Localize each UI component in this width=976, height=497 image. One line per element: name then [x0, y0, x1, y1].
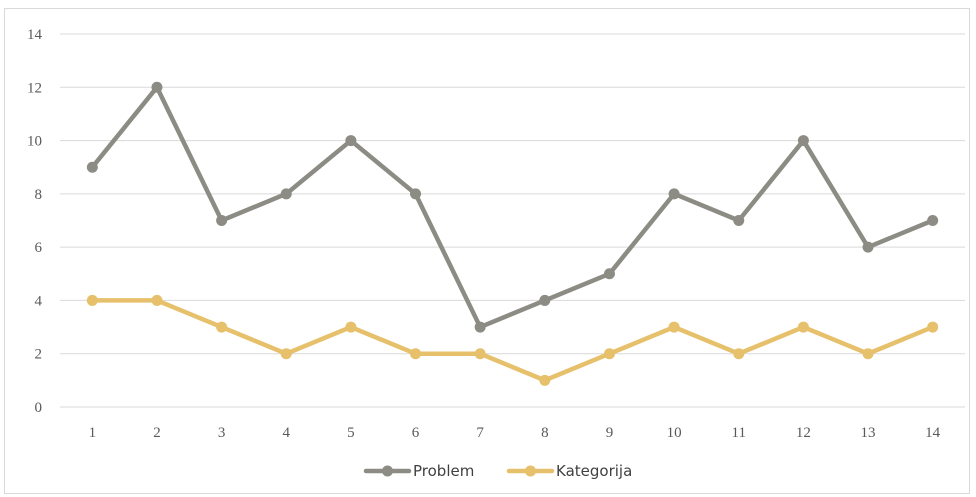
series-kategorija: [86, 294, 939, 386]
x-tick-label: 8: [541, 425, 549, 441]
y-axis-ticks: 0 2 4 6 8 10 12 14: [27, 27, 43, 416]
data-point: [345, 135, 357, 147]
series-problem: [86, 81, 939, 333]
data-point: [474, 321, 486, 333]
series-line-problem: [90, 85, 935, 330]
x-tick-label: 13: [861, 425, 876, 441]
data-point: [539, 294, 551, 306]
x-tick-label: 6: [412, 425, 420, 441]
legend-item-problem: Problem: [363, 462, 474, 480]
chart-frame: [4, 8, 970, 494]
data-point: [668, 321, 680, 333]
data-point: [216, 215, 228, 226]
x-tick-label: 7: [476, 425, 484, 441]
x-tick-label: 11: [732, 425, 746, 441]
x-tick-label: 9: [606, 425, 614, 441]
data-point: [927, 321, 939, 333]
y-tick-label: 2: [35, 347, 43, 363]
data-point: [280, 348, 292, 360]
data-point: [862, 241, 874, 253]
data-point: [474, 348, 486, 360]
data-point: [86, 161, 98, 173]
data-point: [86, 294, 98, 306]
x-tick-label: 1: [89, 425, 97, 441]
series-line-kategorija: [90, 298, 935, 383]
data-point: [927, 215, 939, 226]
data-point: [733, 348, 745, 360]
y-tick-label: 12: [27, 80, 42, 96]
y-tick-label: 8: [35, 187, 43, 203]
legend-swatch-marker: [382, 465, 393, 477]
x-tick-label: 10: [667, 425, 682, 441]
y-tick-label: 4: [35, 293, 43, 309]
data-point: [280, 188, 292, 200]
y-tick-label: 0: [35, 400, 43, 416]
data-point: [151, 81, 163, 93]
x-tick-label: 4: [283, 425, 291, 441]
data-point: [539, 374, 551, 386]
x-axis-ticks: 1 2 3 4 5 6 7 8 9 10 11 12 13 14: [89, 425, 941, 441]
x-tick-label: 14: [925, 425, 941, 441]
y-tick-label: 6: [35, 240, 43, 256]
x-tick-label: 2: [153, 425, 161, 441]
series-group: [86, 81, 939, 386]
data-point: [410, 348, 422, 360]
y-tick-label: 10: [27, 134, 42, 150]
data-point: [862, 348, 874, 360]
data-point: [668, 188, 680, 200]
data-point: [216, 321, 228, 333]
x-tick-label: 5: [347, 425, 355, 441]
legend-label: Problem: [413, 462, 474, 480]
gridlines: [60, 33, 965, 408]
x-tick-label: 12: [796, 425, 811, 441]
data-point: [797, 321, 809, 333]
data-point: [603, 348, 615, 360]
x-tick-label: 3: [218, 425, 226, 441]
y-tick-label: 14: [27, 27, 43, 43]
data-point: [151, 294, 163, 306]
legend-item-kategorija: Kategorija: [506, 462, 632, 480]
data-point: [733, 215, 745, 226]
data-point: [345, 321, 357, 333]
legend-label: Kategorija: [556, 462, 632, 480]
data-point: [410, 188, 422, 200]
data-point: [797, 135, 809, 147]
legend-swatch-marker: [525, 465, 536, 477]
data-point: [603, 268, 615, 280]
legend: Problem Kategorija: [363, 462, 632, 480]
